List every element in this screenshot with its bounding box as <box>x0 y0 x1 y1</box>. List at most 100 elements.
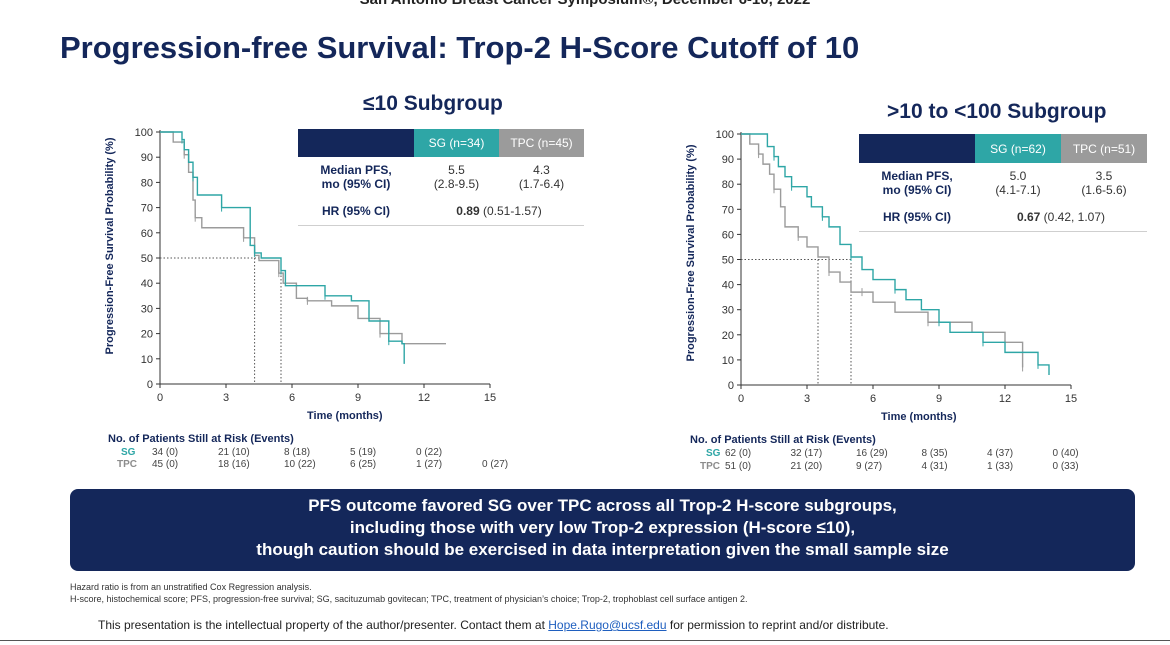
y-tick-label: 50 <box>141 253 153 265</box>
panel1-risk-title: No. of Patients Still at Risk (Events) <box>108 433 294 445</box>
x-tick-label: 6 <box>870 393 876 405</box>
summary-line-1: PFS outcome favored SG over TPC across a… <box>308 496 897 515</box>
risk-cell: 8 (18) <box>284 447 311 458</box>
y-tick-label: 80 <box>141 177 153 189</box>
risk-cell: 21 (10) <box>218 447 250 458</box>
y-tick-label: 10 <box>141 354 153 366</box>
y-tick-label: 100 <box>135 127 153 139</box>
km-curve-sg <box>741 133 1050 375</box>
panel2-tpc-header: TPC (n=51) <box>1061 134 1147 163</box>
risk-cell: 18 (16) <box>218 459 250 470</box>
risk-cell: 9 (27) <box>856 461 883 472</box>
copyright-notice: This presentation is the intellectual pr… <box>98 618 889 632</box>
risk-cell: 45 (0) <box>152 459 179 470</box>
y-tick-label: 90 <box>141 152 153 164</box>
copyright-text-before: This presentation is the intellectual pr… <box>98 618 549 632</box>
panel2-hr-label: HR (95% CI) <box>882 209 951 224</box>
y-tick-label: 0 <box>728 380 734 392</box>
header-banner: San Antonio Breast Cancer Symposium®, De… <box>0 0 1170 8</box>
risk-cell: 0 (40) <box>1052 448 1079 459</box>
panel1-hr-ci: (0.51-1.57) <box>483 203 542 218</box>
x-tick-label: 15 <box>484 392 496 404</box>
panel1-tpc-header: TPC (n=45) <box>499 129 584 157</box>
y-tick-label: 0 <box>147 379 153 391</box>
panel2-median-label-1: Median PFS, <box>881 169 953 183</box>
page-title: Progression-free Survival: Trop-2 H-Scor… <box>60 30 860 65</box>
panel2-hr-ci: (0.42, 1.07) <box>1043 209 1106 224</box>
risk-cell: 62 (0) <box>725 448 752 459</box>
x-tick-label: 12 <box>999 393 1011 405</box>
panel1-subtitle: ≤10 Subgroup <box>363 92 503 115</box>
y-tick-label: 20 <box>722 330 734 342</box>
risk-cell: 5 (19) <box>350 447 377 458</box>
panel1-median-label-1: Median PFS, <box>320 163 392 177</box>
y-tick-label: 40 <box>141 278 153 290</box>
contact-email-link[interactable]: Hope.Rugo@ucsf.edu <box>548 618 667 632</box>
y-tick-label: 70 <box>722 204 734 216</box>
risk-cell: 10 (22) <box>284 459 316 470</box>
x-tick-label: 0 <box>157 392 163 404</box>
copyright-text-after: for permission to reprint and/or distrib… <box>666 618 889 632</box>
km-curve-tpc <box>160 131 446 345</box>
panel1-hr-label: HR (95% CI) <box>321 203 390 218</box>
y-tick-label: 10 <box>722 355 734 367</box>
km-curve-sg <box>160 131 405 364</box>
risk-cell: 0 (33) <box>1052 461 1079 472</box>
summary-line-3: though caution should be exercised in da… <box>256 540 949 559</box>
panel1-tpc-median: 4.3 <box>533 163 550 177</box>
panel2-tpc-ci: (1.6-5.6) <box>1081 183 1127 197</box>
risk-cell: 4 (31) <box>921 461 948 472</box>
y-tick-label: 60 <box>722 229 734 241</box>
panel2-stats-header-blank <box>859 134 975 163</box>
y-tick-label: 20 <box>141 329 153 341</box>
x-tick-label: 9 <box>355 392 361 404</box>
panel1-tpc-ci: (1.7-6.4) <box>518 177 565 191</box>
summary-line-2: including those with very low Trop-2 exp… <box>349 518 856 537</box>
risk-cell: 51 (0) <box>725 461 752 472</box>
risk-cell: 32 (17) <box>790 448 823 459</box>
panel2-tpc-median: 3.5 <box>1095 169 1113 183</box>
panel1-risk-sg-label: SG <box>121 447 136 458</box>
panel2-sg-median-cell: 5.0 (4.1-7.1) <box>975 163 1061 203</box>
panel2-stats-table: SG (n=62) TPC (n=51) Median PFS, mo (95%… <box>859 134 1147 232</box>
y-tick-label: 30 <box>141 303 153 315</box>
panel1-tpc-median-cell: 4.3 (1.7-6.4) <box>499 157 584 197</box>
panel2-hr-cell: 0.67 (0.42, 1.07) <box>975 203 1147 231</box>
panel2-sg-median: 5.0 <box>1009 169 1027 183</box>
x-tick-label: 15 <box>1065 393 1077 405</box>
y-tick-label: 40 <box>722 280 734 292</box>
panel1-hr-value: 0.89 <box>456 203 480 218</box>
panel1-km-chart: 0 10 20 30 40 50 60 70 80 90 100 0 3 6 9 12 15 <box>135 127 496 404</box>
y-tick-label: 90 <box>722 154 734 166</box>
panel1-stats-header-blank <box>298 129 414 157</box>
bottom-rule <box>0 640 1170 641</box>
panel1-risk-tpc-label: TPC <box>117 459 137 470</box>
panel1-stats-table: SG (n=34) TPC (n=45) Median PFS, mo (95%… <box>298 129 584 226</box>
panel2-risk-sg-label: SG <box>706 448 721 459</box>
panel2-km-chart: 0 10 20 30 40 50 60 70 80 90 100 0 3 6 9 12 15 <box>716 129 1077 405</box>
panel1-xlabel: Time (months) <box>307 410 383 422</box>
panel1-sg-header: SG (n=34) <box>414 129 499 157</box>
y-tick-label: 80 <box>722 179 734 191</box>
risk-cell: 34 (0) <box>152 447 179 458</box>
x-tick-label: 6 <box>289 392 295 404</box>
panel1-sg-median-cell: 5.5 (2.8-9.5) <box>414 157 499 197</box>
risk-cell: 1 (27) <box>416 459 443 470</box>
panel2-risk-tpc-label: TPC <box>700 461 720 472</box>
risk-cell: 8 (35) <box>921 448 948 459</box>
panel1-sg-median: 5.5 <box>448 163 465 177</box>
panel2-median-label-2: mo (95% CI) <box>882 183 952 197</box>
y-tick-label: 60 <box>141 228 153 240</box>
risk-cell: 0 (27) <box>482 459 509 470</box>
risk-cell: 0 (22) <box>416 447 443 458</box>
x-tick-label: 3 <box>804 393 810 405</box>
x-tick-label: 9 <box>936 393 942 405</box>
y-tick-label: 50 <box>722 255 734 267</box>
panel2-median-label: Median PFS, mo (95% CI) <box>859 163 975 203</box>
panel2-subtitle: >10 to <100 Subgroup <box>887 100 1107 123</box>
x-tick-label: 0 <box>738 393 744 405</box>
footnote-2: H-score, histochemical score; PFS, progr… <box>70 594 748 604</box>
panel1-median-label-2: mo (95% CI) <box>321 177 391 191</box>
panel2-sg-ci: (4.1-7.1) <box>995 183 1041 197</box>
km-curve-tpc <box>741 133 1024 368</box>
